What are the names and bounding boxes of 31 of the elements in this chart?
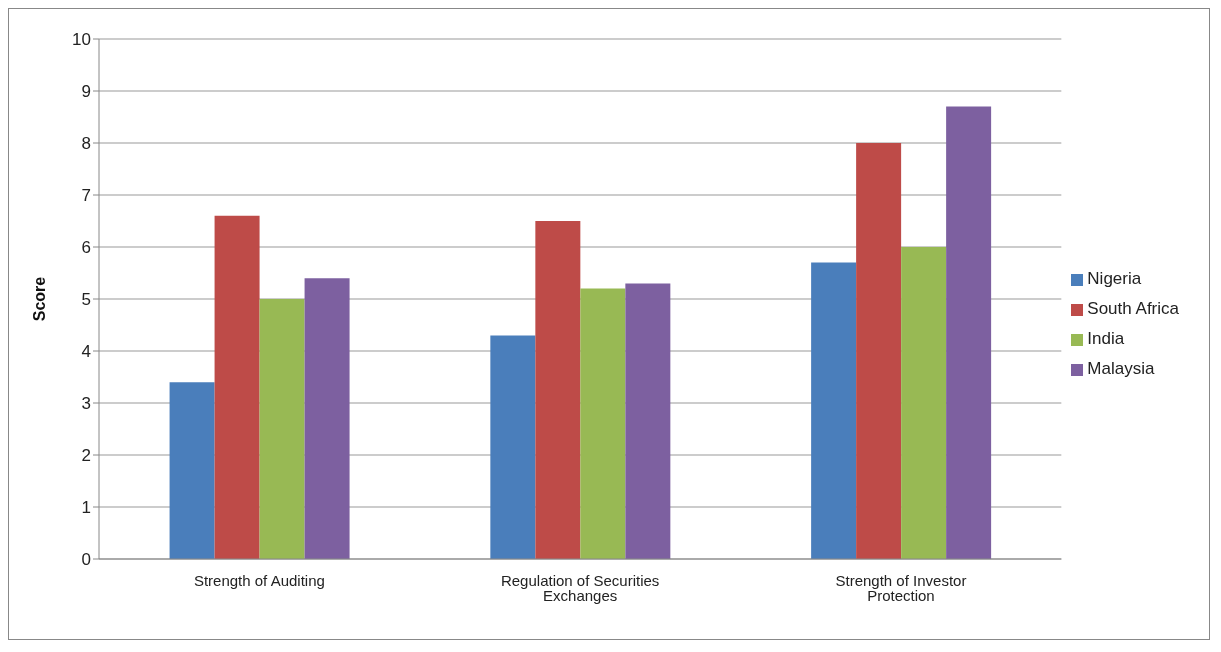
x-tick-label: Strength of Auditing xyxy=(193,571,325,589)
y-tick-label: 3 xyxy=(81,394,91,414)
y-tick-label: 2 xyxy=(81,446,91,466)
legend-label: India xyxy=(1087,329,1125,348)
y-tick-label: 6 xyxy=(81,238,91,258)
y-tick-label: 4 xyxy=(81,342,91,362)
y-tick-label: 10 xyxy=(72,30,91,50)
bar xyxy=(214,215,260,559)
legend-label: South Africa xyxy=(1087,299,1179,318)
bar xyxy=(856,143,902,559)
bar xyxy=(169,382,215,559)
x-tick-label: Regulation of Securities Exchanges xyxy=(500,571,660,604)
legend-label: Nigeria xyxy=(1087,269,1142,288)
bar xyxy=(811,262,857,559)
bar xyxy=(580,288,626,559)
y-axis-title: Score xyxy=(30,276,48,322)
y-tick-label: 9 xyxy=(81,82,91,102)
legend-label: Malaysia xyxy=(1087,359,1155,378)
y-tick-label: 0 xyxy=(81,550,91,570)
bar xyxy=(490,335,536,559)
bar xyxy=(535,221,581,559)
y-tick-label: 7 xyxy=(81,186,91,206)
bar xyxy=(901,247,947,559)
y-tick-label: 5 xyxy=(81,290,91,310)
y-tick-label: 8 xyxy=(81,134,91,154)
bar xyxy=(304,278,350,559)
x-tick-label: Strength of Investor Protection xyxy=(835,571,967,604)
bar xyxy=(625,283,671,559)
bar xyxy=(946,106,992,559)
bar xyxy=(259,299,305,559)
y-tick-label: 1 xyxy=(81,498,91,518)
